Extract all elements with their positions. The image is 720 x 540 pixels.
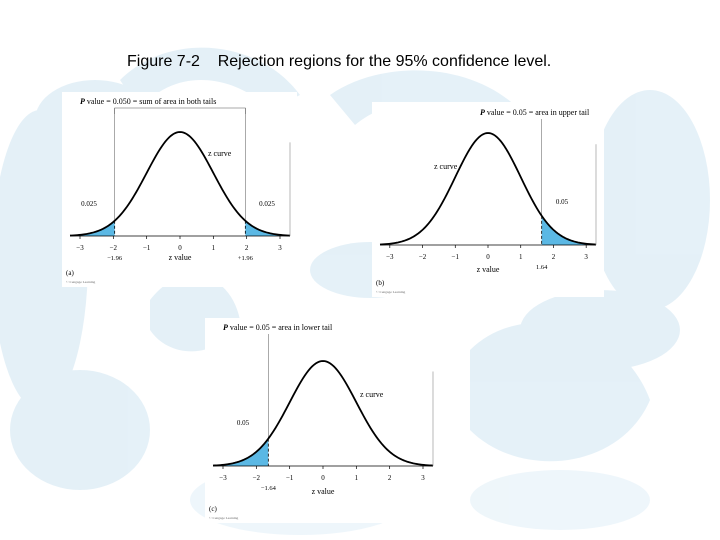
p-symbol: P: [80, 97, 85, 106]
p-symbol: P: [223, 323, 228, 332]
tick-label: 1: [355, 474, 359, 482]
tick-label: 2: [552, 253, 556, 261]
tick-label: 0: [178, 244, 182, 252]
normal-curve: [379, 132, 597, 246]
normal-curve: [69, 131, 291, 237]
axis-title: z value: [169, 253, 192, 262]
tick-label: −1: [143, 244, 151, 252]
tails-bracket: [114, 107, 246, 114]
panel-card: [372, 102, 604, 297]
panel-label: (a): [66, 269, 74, 277]
tail-probability-label: 0.025: [259, 200, 275, 208]
tick-label: 2: [388, 474, 392, 482]
curve-label: z curve: [360, 390, 384, 399]
tick-label: 1: [212, 244, 216, 252]
critical-value-label: 1.64: [536, 264, 548, 271]
panel-label: (c): [209, 505, 217, 513]
tick-label: −2: [110, 244, 118, 252]
tick-label: −3: [219, 474, 227, 482]
tick-label: 3: [278, 244, 282, 252]
tick-label: 2: [245, 244, 249, 252]
tick-label: 0: [486, 253, 490, 261]
tick-label: 3: [421, 474, 425, 482]
rejection-region: [70, 220, 115, 236]
critical-value-label: +1.96: [238, 255, 254, 262]
tail-probability-label: 0.05: [237, 419, 250, 427]
tick-label: −1: [286, 474, 294, 482]
critical-value-label: −1.96: [107, 255, 123, 262]
panel-a-two-tailed: −3 −2 −1 0 1 2 3 z value P value = 0.050 = sum o…: [62, 92, 297, 287]
panel-header: P value = 0.05 = area in lower tail: [223, 323, 333, 332]
tick-label: 1: [519, 253, 523, 261]
header-text: value = 0.050 = sum of area in both tail…: [85, 97, 216, 106]
header-text: value = 0.05 = area in upper tail: [485, 108, 590, 117]
p-symbol: P: [480, 108, 485, 117]
panel-c-lower-tail: −3 −2 −1 0 1 2 3 z value P value = 0.05 = area i…: [205, 318, 442, 523]
tick-label: −2: [253, 474, 261, 482]
rejection-region: [213, 438, 269, 466]
tick-label: −1: [452, 253, 460, 261]
critical-value-label: −1.64: [261, 485, 277, 492]
axis-title: z value: [312, 487, 335, 496]
tick-label: −3: [76, 244, 84, 252]
tail-probability-label: 0.05: [556, 198, 569, 206]
tail-probability-label: 0.025: [81, 200, 97, 208]
normal-curve: [212, 360, 434, 467]
panel-b-upper-tail: −3 −2 −1 0 1 2 3 z value P value = 0.05 = area i…: [372, 102, 604, 297]
curve-label: z curve: [208, 149, 232, 158]
tick-label: 3: [584, 253, 588, 261]
tick-label: 0: [321, 474, 325, 482]
panel-header: P value = 0.05 = area in upper tail: [480, 108, 590, 117]
header-text: value = 0.05 = area in lower tail: [228, 323, 333, 332]
axis-title: z value: [477, 265, 500, 274]
credit-line: © Cengage Learning: [376, 289, 406, 294]
rejection-region: [245, 220, 290, 236]
tick-label: −2: [419, 253, 427, 261]
credit-line: © Cengage Learning: [66, 279, 96, 284]
panel-label: (b): [376, 279, 385, 287]
curve-label: z curve: [434, 162, 458, 171]
rejection-region: [541, 215, 596, 245]
figure-caption: Figure 7-2 Rejection regions for the 95%…: [127, 53, 552, 70]
panel-card: [205, 318, 442, 523]
panel-card: [62, 92, 297, 287]
tick-label: −3: [386, 253, 394, 261]
panel-header: P value = 0.050 = sum of area in both ta…: [80, 97, 216, 106]
credit-line: © Cengage Learning: [209, 515, 239, 520]
